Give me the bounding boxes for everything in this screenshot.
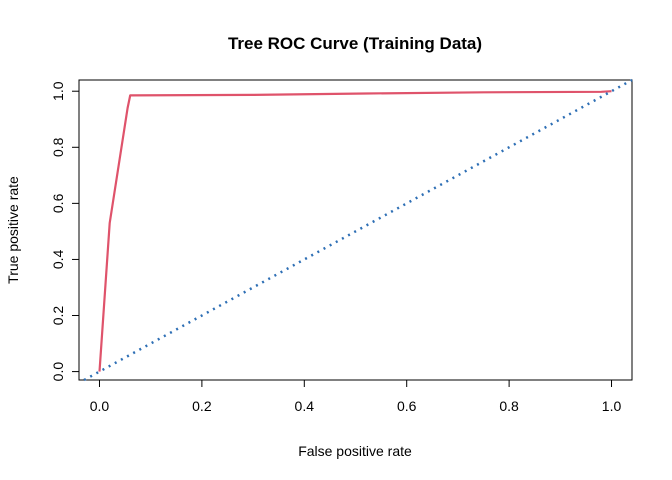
x-tick-label: 0.0	[90, 398, 110, 414]
y-tick-label: 1.0	[50, 81, 66, 101]
y-axis-label: True positive rate	[5, 176, 21, 284]
plot-frame	[78, 79, 633, 381]
x-axis: 0.0 0.2 0.4 0.6 0.8 1.0	[90, 379, 622, 414]
diagonal-reference-line	[83, 78, 633, 382]
y-tick-label: 0.8	[50, 137, 66, 157]
series-layer	[83, 78, 633, 382]
chart-title: Tree ROC Curve (Training Data)	[228, 34, 482, 53]
x-tick-label: 1.0	[602, 398, 622, 414]
x-tick-label: 0.8	[499, 398, 519, 414]
x-tick-label: 0.2	[192, 398, 212, 414]
y-tick-label: 0.6	[50, 193, 66, 213]
x-tick-label: 0.4	[295, 398, 315, 414]
y-axis: 0.0 0.2 0.4 0.6 0.8 1.0	[50, 81, 80, 382]
y-tick-label: 0.4	[50, 249, 66, 269]
y-tick-label: 0.0	[50, 362, 66, 382]
roc-curve-line	[98, 90, 612, 372]
x-tick-label: 0.6	[397, 398, 417, 414]
y-tick-label: 0.2	[50, 306, 66, 326]
x-axis-label: False positive rate	[298, 443, 412, 459]
